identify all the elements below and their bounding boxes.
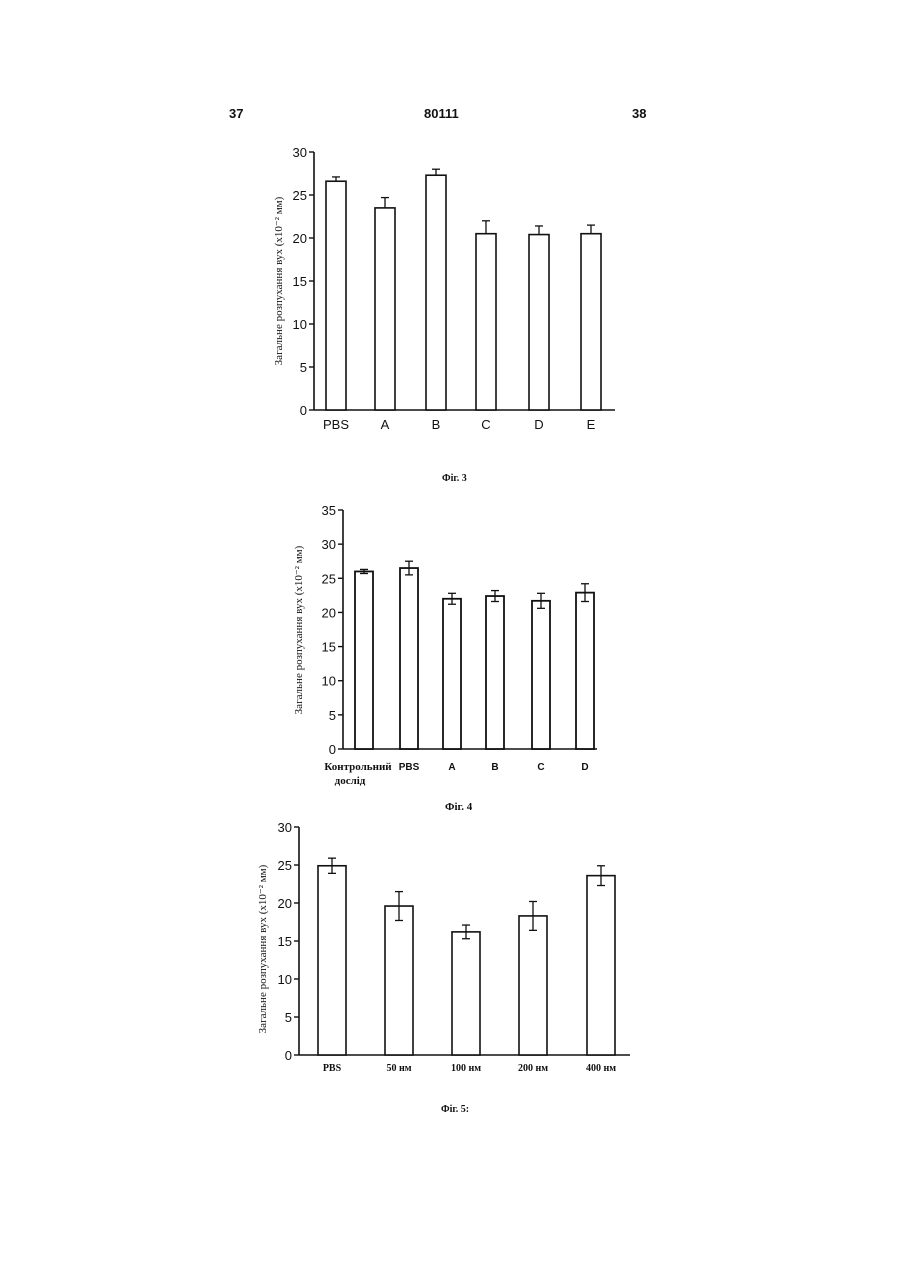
category-label: D (534, 417, 543, 432)
bar (355, 571, 373, 749)
y-tick-label: 20 (322, 605, 336, 620)
figure-4-caption: Фіг. 4 (445, 801, 472, 813)
bar (486, 596, 504, 749)
figure-3-caption: Фіг. 3 (442, 473, 467, 484)
category-label: A (448, 762, 455, 773)
y-tick-label: 15 (293, 274, 307, 289)
bar (519, 916, 547, 1055)
category-label: PBS (399, 762, 420, 773)
y-tick-label: 15 (278, 934, 292, 949)
y-tick-label: 20 (278, 896, 292, 911)
category-label: A (381, 417, 390, 432)
y-tick-label: 5 (300, 360, 307, 375)
bar (581, 234, 601, 410)
y-axis-label: Загальне розпухання вух (x10⁻² мм) (273, 196, 285, 365)
bar (318, 866, 346, 1055)
y-tick-label: 25 (278, 858, 292, 873)
y-tick-label: 35 (322, 503, 336, 518)
chart-4: 0 5 10 15 20 25 30 35 Загальне розпухання вух (x… (293, 503, 597, 787)
category-label: E (587, 417, 596, 432)
y-tick-label: 10 (278, 972, 292, 987)
y-tick-label: 5 (285, 1010, 292, 1025)
category-label: Контрольнийдослід (324, 761, 392, 787)
category-label: D (581, 762, 588, 773)
bar (529, 235, 549, 410)
y-tick-label: 10 (322, 674, 336, 689)
y-tick-label: 25 (293, 188, 307, 203)
y-tick-label: 15 (322, 640, 336, 655)
category-label: PBS (323, 417, 349, 432)
chart-5: 0 5 10 15 20 25 30 Загальне розпухання вух (x10… (257, 820, 630, 1074)
y-tick-label: 30 (322, 537, 336, 552)
bar (443, 599, 461, 749)
figure-5-caption: Фіг. 5: (441, 1104, 469, 1115)
category-label: PBS (323, 1063, 342, 1074)
bar (400, 568, 418, 749)
category-label: 50 нм (386, 1063, 411, 1074)
y-axis-label: Загальне розпухання вух (x10⁻² мм) (257, 864, 269, 1033)
category-label: 100 нм (451, 1063, 481, 1074)
bar (452, 932, 480, 1055)
bar (532, 601, 550, 749)
y-tick-label: 5 (329, 708, 336, 723)
y-tick-label: 30 (293, 145, 307, 160)
y-tick-label: 0 (285, 1048, 292, 1063)
bar (385, 906, 413, 1055)
y-axis-label: Загальне розпухання вух (x10⁻² мм) (293, 545, 305, 714)
y-tick-label: 20 (293, 231, 307, 246)
bar (576, 593, 594, 749)
y-tick-label: 0 (329, 742, 336, 757)
category-label: C (481, 417, 490, 432)
y-tick-label: 10 (293, 317, 307, 332)
bar (375, 208, 395, 410)
bar (587, 876, 615, 1055)
bar (326, 181, 346, 410)
y-tick-label: 30 (278, 820, 292, 835)
chart-3: 0 5 10 15 20 25 30 Загальне розпухання вух (x10… (273, 145, 615, 432)
bar (426, 175, 446, 410)
category-label: B (432, 417, 441, 432)
category-label: C (537, 762, 544, 773)
bar (476, 234, 496, 410)
y-tick-label: 0 (300, 403, 307, 418)
category-label: 400 нм (586, 1063, 616, 1074)
category-label: 200 нм (518, 1063, 548, 1074)
y-tick-label: 25 (322, 571, 336, 586)
category-label: B (491, 762, 498, 773)
